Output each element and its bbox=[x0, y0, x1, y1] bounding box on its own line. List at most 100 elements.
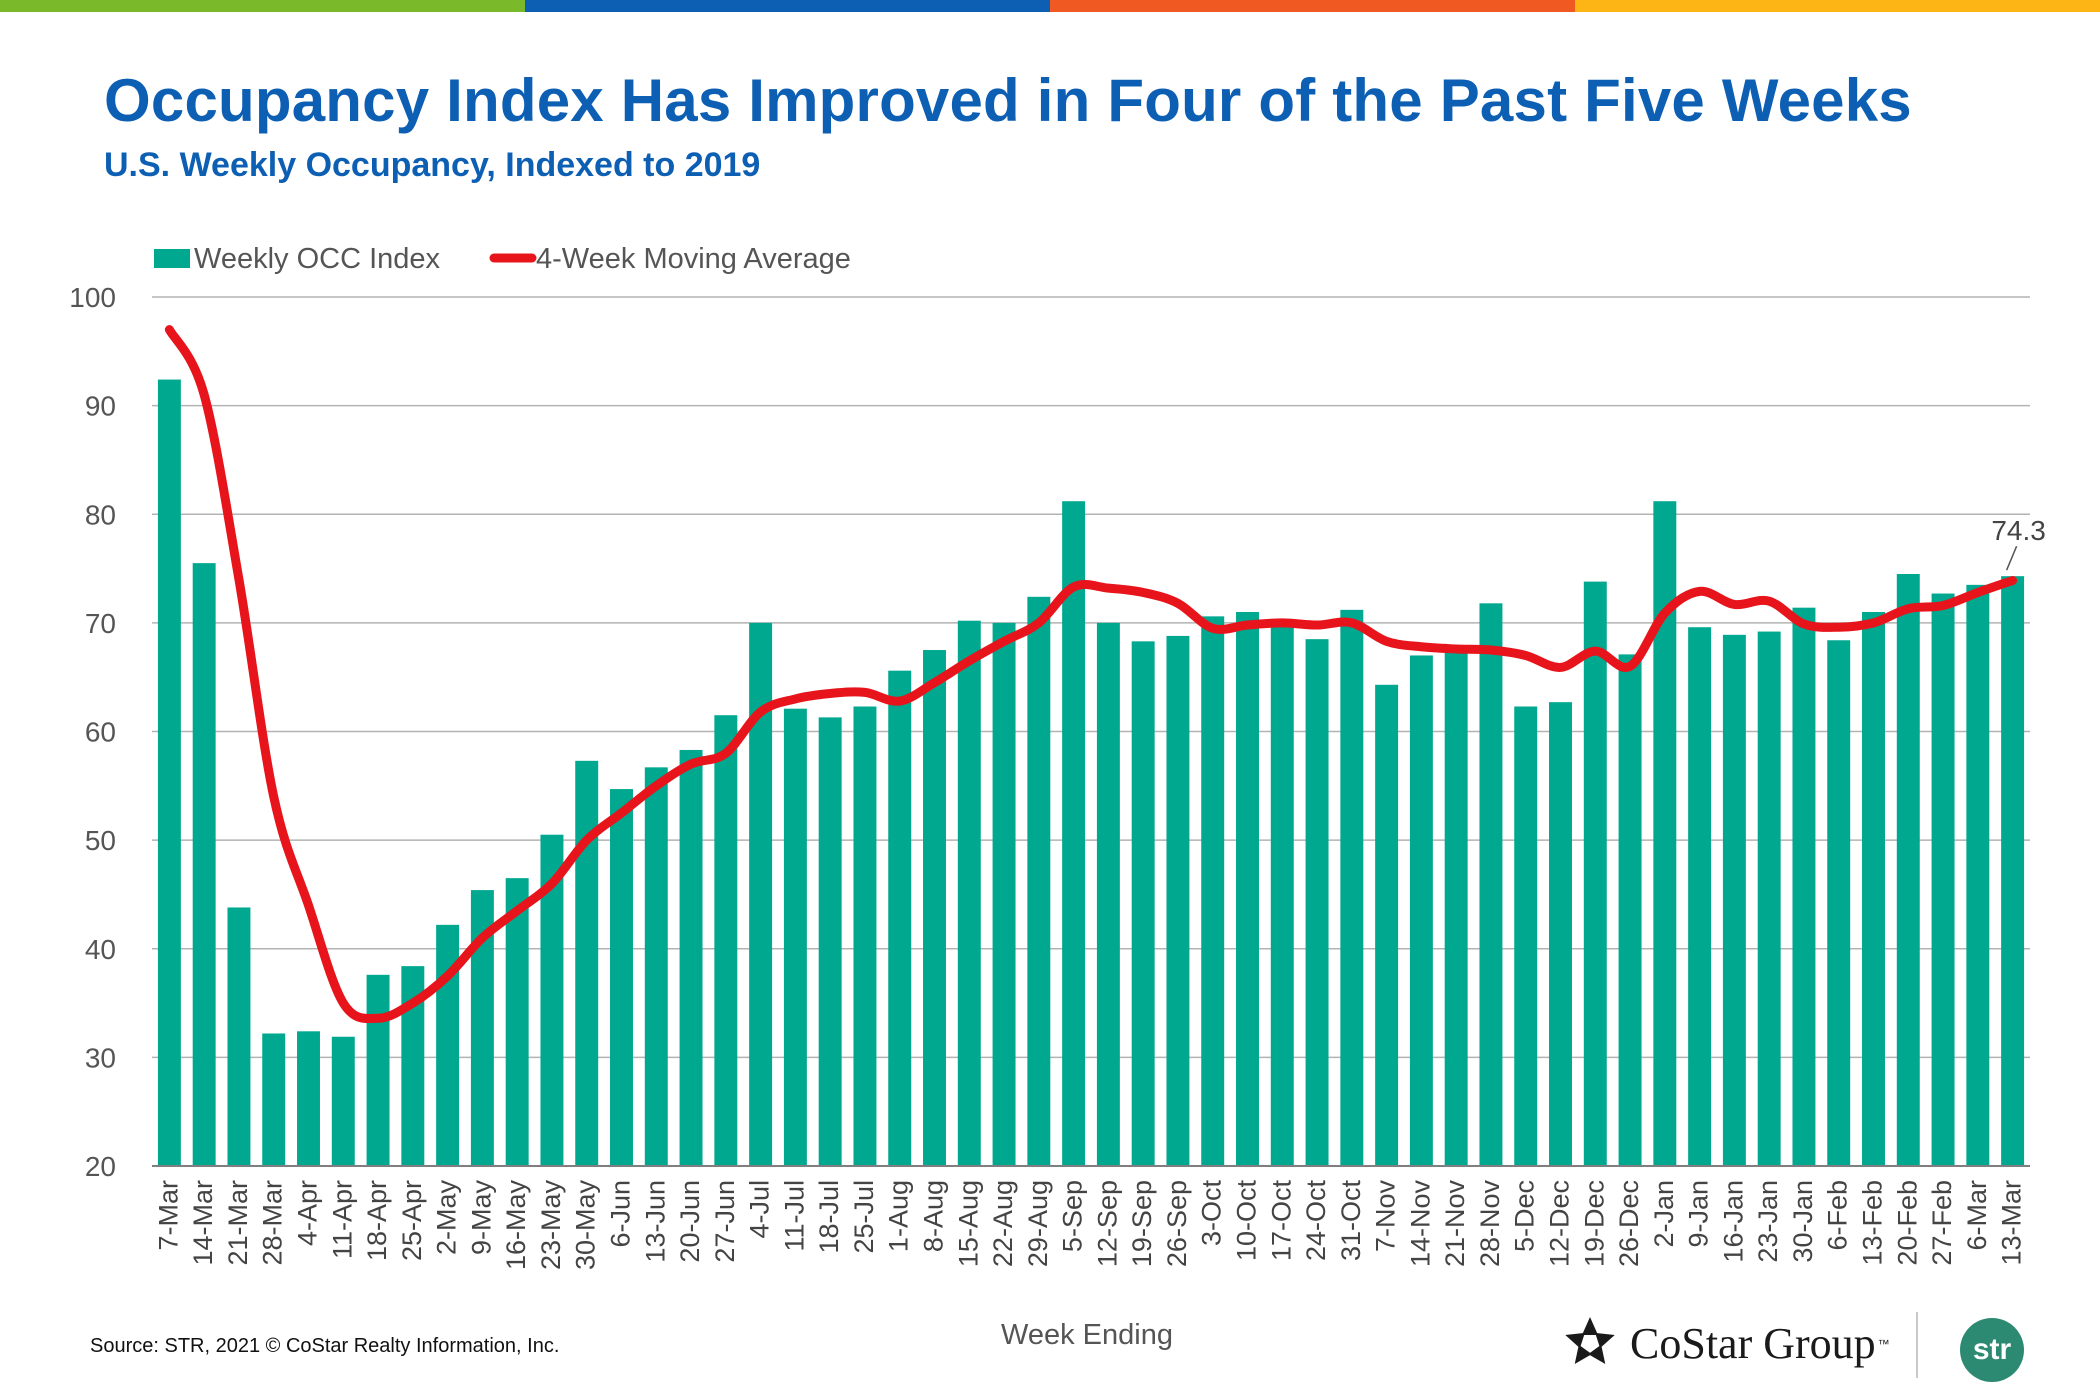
x-tick-label: 13-Feb bbox=[1858, 1180, 1888, 1266]
x-tick-label: 10-Oct bbox=[1232, 1180, 1262, 1262]
bar bbox=[1131, 641, 1155, 1166]
x-tick-label: 16-Jan bbox=[1718, 1180, 1748, 1263]
x-tick-label: 26-Sep bbox=[1162, 1180, 1192, 1267]
x-tick-label: 24-Oct bbox=[1301, 1180, 1331, 1262]
bar bbox=[575, 760, 599, 1166]
y-tick-label: 40 bbox=[85, 934, 116, 965]
x-tick-label: 2-May bbox=[432, 1180, 462, 1256]
bar bbox=[331, 1036, 355, 1166]
bar bbox=[610, 789, 633, 1166]
bar bbox=[923, 650, 946, 1166]
x-tick-label: 7-Mar bbox=[153, 1180, 183, 1251]
bar bbox=[157, 379, 181, 1166]
annotation-label: 74.3 bbox=[1991, 515, 2046, 546]
bar bbox=[227, 907, 251, 1166]
costar-logo-text: CoStar Group bbox=[1630, 1318, 1876, 1368]
bar bbox=[679, 749, 703, 1166]
bar bbox=[1444, 651, 1468, 1166]
x-tick-label: 23-Jan bbox=[1753, 1180, 1783, 1263]
x-tick-label: 25-Jul bbox=[849, 1180, 879, 1254]
bar bbox=[1479, 603, 1503, 1166]
costar-star-icon bbox=[1565, 1317, 1615, 1365]
bar bbox=[644, 767, 668, 1166]
x-tick-label: 5-Sep bbox=[1058, 1180, 1088, 1252]
legend-label-line: 4-Week Moving Average bbox=[536, 243, 851, 275]
bar bbox=[1340, 609, 1364, 1166]
x-tick-label: 14-Mar bbox=[188, 1180, 218, 1266]
y-tick-label: 80 bbox=[85, 499, 116, 530]
bar bbox=[505, 878, 529, 1166]
x-tick-label: 13-Mar bbox=[1997, 1180, 2027, 1266]
x-tick-label: 22-Aug bbox=[988, 1180, 1018, 1267]
moving-average-line bbox=[164, 325, 2018, 1024]
y-tick-label: 50 bbox=[85, 825, 116, 856]
x-tick-label: 21-Mar bbox=[223, 1180, 253, 1266]
x-tick-label: 21-Nov bbox=[1440, 1180, 1470, 1268]
x-tick-label: 23-May bbox=[536, 1180, 566, 1271]
bar bbox=[1062, 501, 1086, 1167]
bar bbox=[297, 1031, 320, 1166]
x-tick-label: 14-Nov bbox=[1405, 1180, 1435, 1268]
page-subtitle: U.S. Weekly Occupancy, Indexed to 2019 bbox=[104, 146, 761, 184]
x-tick-label: 28-Mar bbox=[258, 1180, 288, 1266]
bar bbox=[1305, 639, 1329, 1166]
x-tick-label: 19-Sep bbox=[1127, 1180, 1157, 1267]
bar bbox=[366, 974, 390, 1166]
x-tick-label: 12-Dec bbox=[1545, 1180, 1575, 1267]
x-tick-label: 16-May bbox=[501, 1180, 531, 1271]
y-tick-label: 90 bbox=[85, 391, 116, 422]
bar bbox=[1653, 501, 1677, 1167]
bar bbox=[1618, 654, 1642, 1166]
costar-trademark: ™ bbox=[1877, 1337, 1890, 1351]
x-tick-label: 15-Aug bbox=[953, 1180, 983, 1267]
bar bbox=[749, 622, 773, 1166]
grid-lines bbox=[152, 296, 2030, 1059]
y-tick-label: 70 bbox=[85, 608, 116, 639]
bar bbox=[1896, 573, 1920, 1166]
bar bbox=[540, 834, 564, 1166]
bar bbox=[818, 717, 842, 1166]
costar-logo: CoStar Group ™ bbox=[1562, 1315, 1890, 1371]
x-tick-label: 18-Jul bbox=[814, 1180, 844, 1254]
x-tick-label: 4-Apr bbox=[293, 1180, 323, 1246]
page-title: Occupancy Index Has Improved in Four of … bbox=[104, 67, 1912, 134]
bar bbox=[1514, 706, 1538, 1166]
x-tick-label: 8-Aug bbox=[919, 1180, 949, 1252]
bar bbox=[1583, 581, 1607, 1166]
source-note: Source: STR, 2021 © CoStar Realty Inform… bbox=[90, 1335, 560, 1357]
x-tick-label: 25-Apr bbox=[397, 1180, 427, 1261]
bar bbox=[783, 708, 807, 1166]
y-tick-label: 60 bbox=[85, 717, 116, 748]
x-tick-label: 7-Nov bbox=[1371, 1180, 1401, 1253]
x-axis-ticks: 7-Mar 14-Mar 21-Mar 28-Mar 4-Apr 11-Apr 18-Apr… bbox=[153, 1180, 2026, 1271]
x-tick-label: 29-Aug bbox=[1023, 1180, 1053, 1267]
x-tick-label: 18-Apr bbox=[362, 1180, 392, 1261]
bar bbox=[1166, 635, 1190, 1166]
x-tick-label: 26-Dec bbox=[1614, 1180, 1644, 1267]
x-tick-label: 20-Feb bbox=[1892, 1180, 1922, 1266]
y-tick-label: 100 bbox=[69, 282, 116, 313]
top-bar-segment-orange bbox=[1050, 0, 1575, 12]
x-tick-label: 6-Mar bbox=[1962, 1180, 1992, 1251]
bar bbox=[1409, 655, 1433, 1166]
bars bbox=[157, 379, 2025, 1167]
bar bbox=[1549, 702, 1572, 1166]
x-tick-label: 12-Sep bbox=[1092, 1180, 1122, 1267]
x-tick-label: 9-May bbox=[466, 1180, 496, 1256]
bar bbox=[1270, 621, 1294, 1166]
x-tick-label: 2-Jan bbox=[1649, 1180, 1679, 1248]
bar bbox=[1757, 631, 1781, 1166]
legend: Weekly OCC Index 4-Week Moving Average bbox=[154, 243, 851, 275]
bar bbox=[1931, 593, 1955, 1166]
top-bar-segment-green bbox=[0, 0, 525, 12]
bar bbox=[470, 890, 494, 1166]
logo-divider bbox=[1916, 1312, 1918, 1378]
legend-swatch-bar bbox=[154, 249, 190, 268]
x-tick-label: 31-Oct bbox=[1336, 1180, 1366, 1262]
x-tick-label: 6-Feb bbox=[1823, 1180, 1853, 1251]
annotation-leader-line bbox=[2005, 545, 2018, 571]
x-tick-label: 30-May bbox=[571, 1180, 601, 1271]
x-tick-label: 5-Dec bbox=[1510, 1180, 1540, 1252]
x-tick-label: 9-Jan bbox=[1684, 1180, 1714, 1248]
